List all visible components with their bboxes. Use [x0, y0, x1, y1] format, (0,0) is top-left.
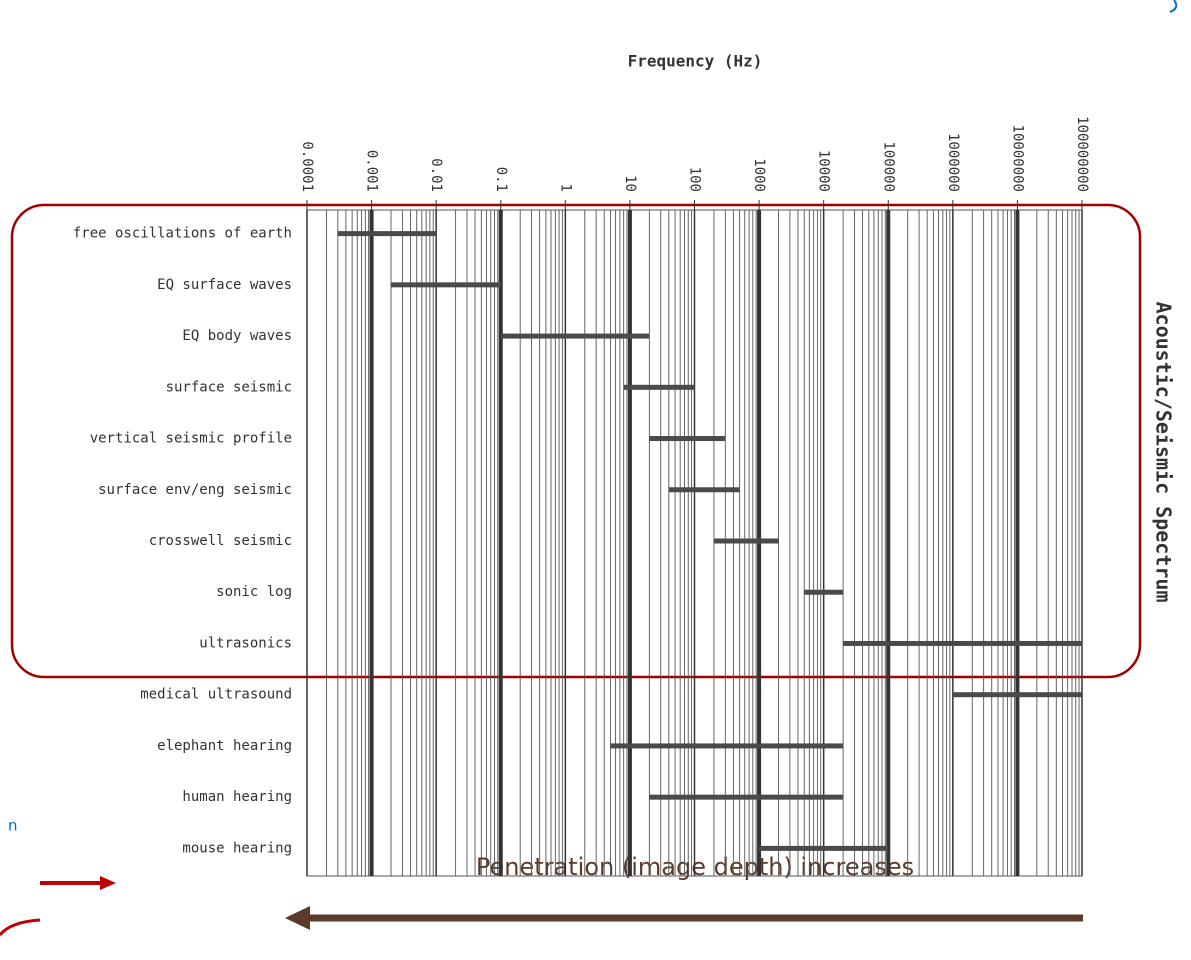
range-bar — [649, 794, 844, 800]
y-tick-label: sonic log — [216, 584, 292, 600]
y-tick-label: mouse hearing — [182, 840, 292, 856]
y-tick-label: EQ surface waves — [157, 277, 292, 293]
y-tick-label: ultrasonics — [199, 635, 292, 651]
y-tick-label: surface env/eng seismic — [98, 482, 292, 498]
red-arrow-head — [100, 876, 116, 890]
range-bar — [759, 845, 889, 851]
x-tick-label: 1 — [557, 184, 573, 192]
x-tick-label: 0.01 — [428, 158, 444, 192]
decorations — [0, 0, 1178, 936]
y-tick-label: human hearing — [182, 789, 292, 805]
chart-title: Frequency (Hz) — [628, 52, 763, 71]
x-tick-label: 1000 — [751, 158, 767, 192]
range-bar — [500, 333, 650, 339]
x-tick-label: 10000000 — [1009, 125, 1025, 192]
x-tick-label: 1000000 — [945, 133, 961, 192]
y-tick-label: medical ultrasound — [140, 687, 292, 703]
highlight-box — [10, 203, 1142, 679]
x-tick-label: 100000000 — [1074, 116, 1090, 192]
range-bar — [649, 436, 726, 442]
range-bar — [804, 589, 844, 595]
range-bar — [668, 487, 740, 493]
x-tick-label: 0.1 — [493, 167, 509, 192]
range-bar — [713, 538, 779, 544]
arrow-head — [285, 906, 310, 930]
range-bar — [952, 692, 1082, 698]
x-tick-label: 0.0001 — [299, 141, 315, 192]
y-tick-label: crosswell seismic — [149, 533, 292, 549]
range-bar — [623, 384, 695, 390]
x-tick-label: 100 — [687, 167, 703, 192]
plot: 0.0001 0.001 0.01 0.1 1 10 100 1000 10000 100000 1… — [73, 116, 1090, 877]
y-tick-label: vertical seismic profile — [90, 431, 292, 447]
text-fragment: n — [8, 817, 18, 835]
range-bar — [391, 282, 501, 288]
y-tick-label: EQ body waves — [182, 328, 292, 344]
red-curve — [0, 918, 41, 936]
side-title: Acoustic/Seismic Spectrum — [1152, 301, 1176, 602]
x-tick-label: 10000 — [816, 150, 832, 192]
range-bar — [610, 743, 844, 749]
y-tick-label: surface seismic — [166, 379, 292, 395]
x-tick-label: 10 — [622, 175, 638, 192]
y-tick-label: elephant hearing — [157, 738, 292, 754]
corner-mark — [1169, 0, 1178, 13]
y-tick-label: free oscillations of earth — [73, 226, 292, 242]
x-tick-label: 100000 — [880, 141, 896, 192]
range-bar — [337, 231, 437, 237]
x-tick-label: 0.001 — [364, 150, 380, 192]
range-bar — [843, 640, 1082, 646]
